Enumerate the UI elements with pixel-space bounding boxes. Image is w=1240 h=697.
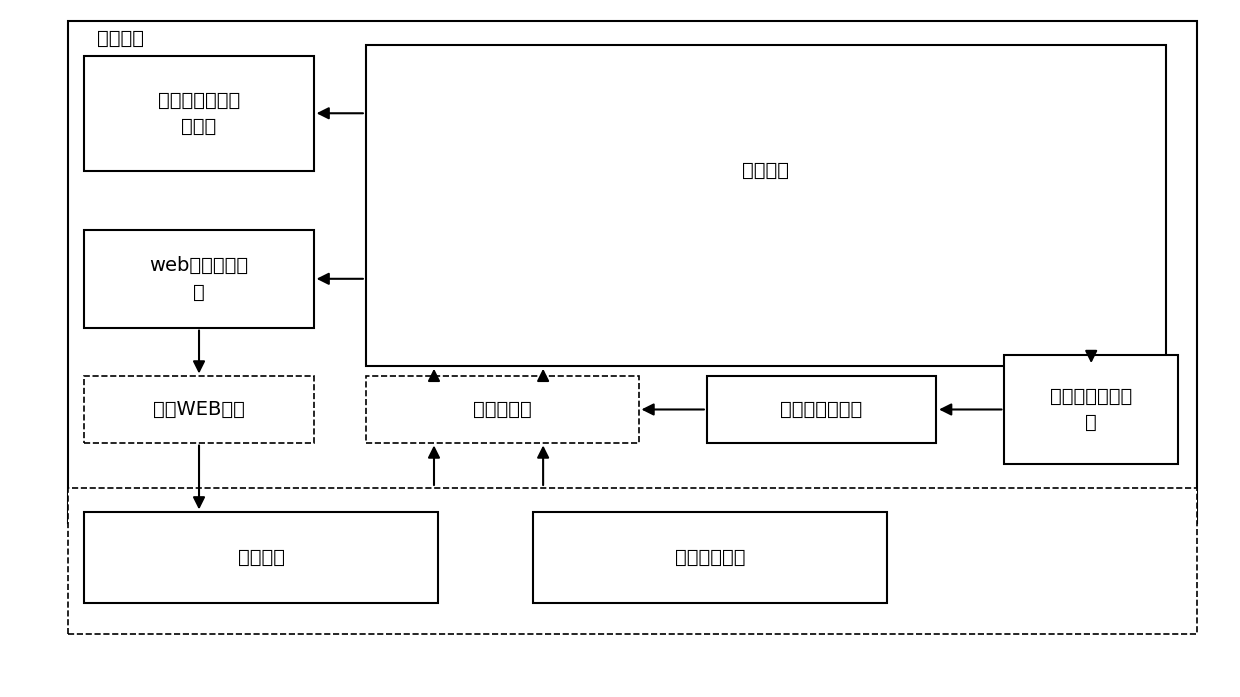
Bar [84, 376, 314, 443]
Text: 查询终端: 查询终端 [238, 548, 284, 567]
Text: 云数据库: 云数据库 [743, 161, 789, 181]
Bar [366, 376, 639, 443]
Text: 监管系统: 监管系统 [97, 29, 144, 48]
Bar [68, 488, 1197, 634]
Bar [68, 21, 1197, 523]
Text: 二维码分配模块: 二维码分配模块 [780, 400, 863, 419]
Bar [84, 512, 438, 603]
Text: 动态WEB网页: 动态WEB网页 [153, 400, 246, 419]
Text: 数据读写装置: 数据读写装置 [675, 548, 745, 567]
Text: 产品审批管理模
块: 产品审批管理模 块 [1050, 387, 1132, 432]
Bar [533, 512, 887, 603]
Bar [84, 56, 314, 171]
Text: 溯源二维码: 溯源二维码 [472, 400, 532, 419]
Text: 溯源信息反馈管
理模块: 溯源信息反馈管 理模块 [157, 91, 241, 136]
Bar [1004, 355, 1178, 464]
Text: web网页生成模
块: web网页生成模 块 [150, 256, 248, 302]
Bar [366, 45, 1166, 366]
Bar [707, 376, 936, 443]
Bar [84, 230, 314, 328]
